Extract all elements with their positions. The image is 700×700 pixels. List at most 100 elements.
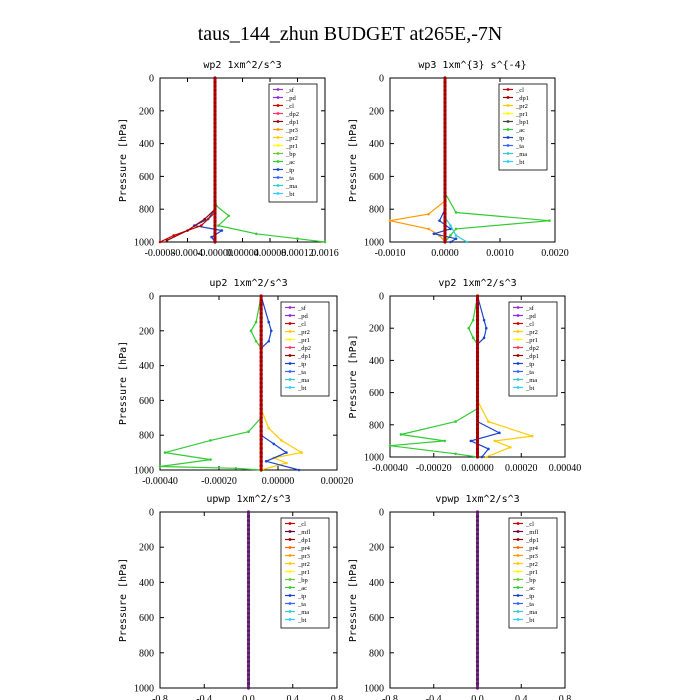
y-tick-label: 200 xyxy=(369,324,384,335)
zero-profile-marker xyxy=(259,442,263,446)
zero-profile-marker xyxy=(213,166,217,170)
zero-profile-marker xyxy=(475,435,480,439)
zero-profile-marker xyxy=(213,219,217,224)
y-tick-label: 0 xyxy=(379,74,384,85)
x-tick-label: 0.0016 xyxy=(311,248,339,259)
y-axis-label: Pressure [hPa] xyxy=(118,341,129,425)
data-point-pr3 xyxy=(427,212,430,216)
zero-profile-marker xyxy=(475,616,480,620)
data-point-pr2 xyxy=(530,434,534,438)
x-tick-label: 0.0 xyxy=(242,694,255,700)
zero-profile-marker xyxy=(246,620,251,624)
zero-profile-marker xyxy=(475,330,480,334)
legend-marker xyxy=(276,104,280,107)
data-point-ma xyxy=(449,224,452,227)
zero-profile-marker xyxy=(475,403,480,407)
zero-profile-marker xyxy=(443,101,447,105)
zero-profile-marker xyxy=(475,431,480,435)
data-point-pr2 xyxy=(280,439,283,442)
legend-label: _pd xyxy=(525,313,537,320)
zero-profile-marker xyxy=(475,411,480,415)
zero-profile-marker xyxy=(259,416,263,420)
legend-label: _ta xyxy=(297,601,306,608)
zero-profile-marker xyxy=(213,109,217,113)
zero-profile-marker xyxy=(475,294,480,298)
zero-profile-marker xyxy=(475,302,480,306)
y-tick-label: 800 xyxy=(139,431,154,442)
legend-label: _cl xyxy=(515,87,524,94)
chart-panel-4: vp2 1xm^2/s^3 Pressure [hPa] 0 200 400 600 800… xyxy=(348,278,581,474)
legend-label: _bt xyxy=(297,385,307,392)
data-point-tp xyxy=(454,237,458,241)
zero-profile-marker xyxy=(475,523,480,527)
zero-profile-marker xyxy=(246,550,251,554)
data-point-pr2 xyxy=(487,420,490,423)
legend-label: _ta xyxy=(525,601,534,608)
zero-profile-marker xyxy=(475,677,480,681)
data-point-ac xyxy=(449,234,452,237)
zero-profile-marker xyxy=(475,651,480,655)
legend-marker xyxy=(288,522,292,525)
legend-marker xyxy=(276,160,280,163)
zero-profile-marker xyxy=(475,554,480,558)
legend-marker xyxy=(288,578,292,581)
legend-marker xyxy=(506,152,510,155)
data-point-dp1 xyxy=(165,239,169,242)
legend-marker xyxy=(288,594,292,597)
zero-profile-marker xyxy=(259,394,263,398)
legend-label: _pr3 xyxy=(525,553,538,560)
y-tick-label: 600 xyxy=(369,172,384,183)
legend-marker xyxy=(516,362,520,365)
y-tick-label: 0 xyxy=(149,508,154,519)
data-point-dp1 xyxy=(203,217,206,221)
zero-profile-marker xyxy=(259,294,263,298)
data-point-pr2 xyxy=(300,451,303,454)
legend-marker xyxy=(276,192,280,195)
legend-marker xyxy=(288,378,292,381)
zero-profile-marker xyxy=(213,80,217,84)
legend-marker xyxy=(506,160,510,163)
legend-marker xyxy=(516,586,520,589)
legend-marker xyxy=(516,570,520,573)
zero-profile-marker xyxy=(475,660,480,664)
legend-marker xyxy=(288,586,292,589)
legend-marker xyxy=(516,554,520,557)
zero-profile-marker xyxy=(246,510,251,514)
x-tick-label: -0.0004 xyxy=(172,248,203,259)
chart-panel-3: up2 1xm^2/s^3 Pressure [hPa] 0 200 400 600 800… xyxy=(118,278,353,487)
legend-marker xyxy=(516,538,520,541)
zero-profile-marker xyxy=(246,629,251,633)
series-line-ac xyxy=(389,295,479,458)
zero-profile-marker xyxy=(475,338,480,342)
legend-marker xyxy=(516,370,520,373)
zero-profile-marker xyxy=(213,203,217,207)
y-tick-label: 800 xyxy=(369,420,384,431)
zero-profile-marker xyxy=(259,377,263,381)
data-point-tp xyxy=(210,235,213,239)
zero-profile-marker xyxy=(443,80,447,84)
legend-marker xyxy=(288,562,292,565)
legend-marker xyxy=(506,144,510,147)
zero-profile-marker xyxy=(259,424,263,429)
data-point-ac xyxy=(249,329,253,333)
zero-profile-marker xyxy=(213,117,217,121)
y-tick-label: 0 xyxy=(379,508,384,519)
zero-profile-marker xyxy=(475,326,480,330)
zero-profile-marker xyxy=(443,178,447,183)
series-line-pr3 xyxy=(389,78,446,243)
zero-profile-marker xyxy=(475,415,480,419)
data-point-pr2 xyxy=(493,439,497,443)
zero-profile-marker xyxy=(475,362,480,367)
legend-label: _ma xyxy=(525,609,537,616)
legend-label: _pr1 xyxy=(297,569,310,576)
y-tick-label: 400 xyxy=(369,578,384,589)
zero-profile-marker xyxy=(475,443,480,447)
x-tick-label: 0.0000 xyxy=(431,248,459,259)
zero-profile-marker xyxy=(443,162,447,166)
zero-profile-marker xyxy=(443,232,447,236)
zero-profile-marker xyxy=(443,219,447,224)
x-tick-label: -0.8 xyxy=(152,694,168,700)
legend-label: _cl xyxy=(297,521,306,528)
zero-profile-marker xyxy=(259,372,263,376)
